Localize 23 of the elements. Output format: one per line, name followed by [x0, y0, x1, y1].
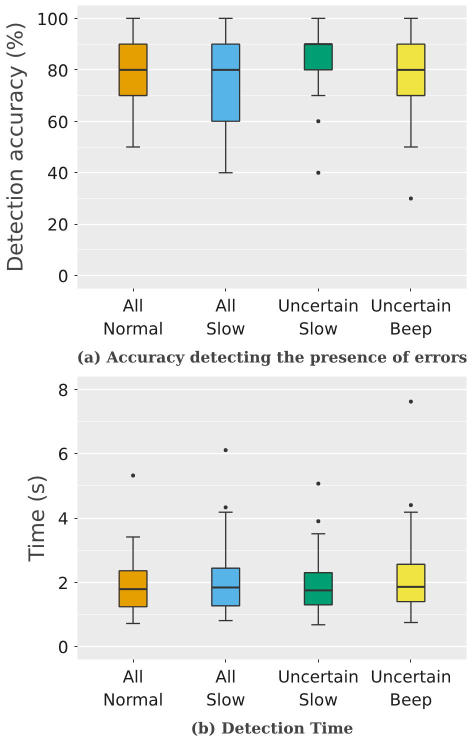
y-axis-title: Detection accuracy (%)	[4, 22, 29, 272]
y-tick-label: 60	[47, 112, 69, 132]
y-tick-label: 0	[58, 638, 69, 658]
y-tick-label: 100	[36, 10, 69, 29]
y-tick-label: 80	[47, 61, 69, 80]
x-tick-label: All Slow	[206, 668, 246, 710]
x-tick-label: All Normal	[102, 668, 164, 710]
x-tick-label: Uncertain Beep	[370, 668, 452, 710]
y-tick-label: 20	[47, 216, 69, 235]
y-tick-label: 6	[58, 445, 69, 464]
x-tick-label: All Normal	[102, 296, 164, 338]
text: (b) Detection Time	[190, 720, 354, 738]
y-tick-label: 2	[58, 574, 69, 593]
y-axis-title: Time (s)	[24, 474, 50, 562]
x-tick-label: All Slow	[206, 296, 246, 338]
text: (a) Accuracy detecting the presence of errors	[76, 348, 468, 366]
y-tick-label: 40	[47, 164, 69, 184]
y-tick-label: 0	[58, 267, 69, 286]
x-tick-label: Uncertain Beep	[370, 296, 452, 338]
x-tick-label: Uncertain Slow	[278, 296, 359, 338]
y-tick-label: 4	[58, 510, 69, 528]
y-tick-label: 8	[58, 380, 69, 400]
x-tick-label: Uncertain Slow	[278, 668, 359, 710]
